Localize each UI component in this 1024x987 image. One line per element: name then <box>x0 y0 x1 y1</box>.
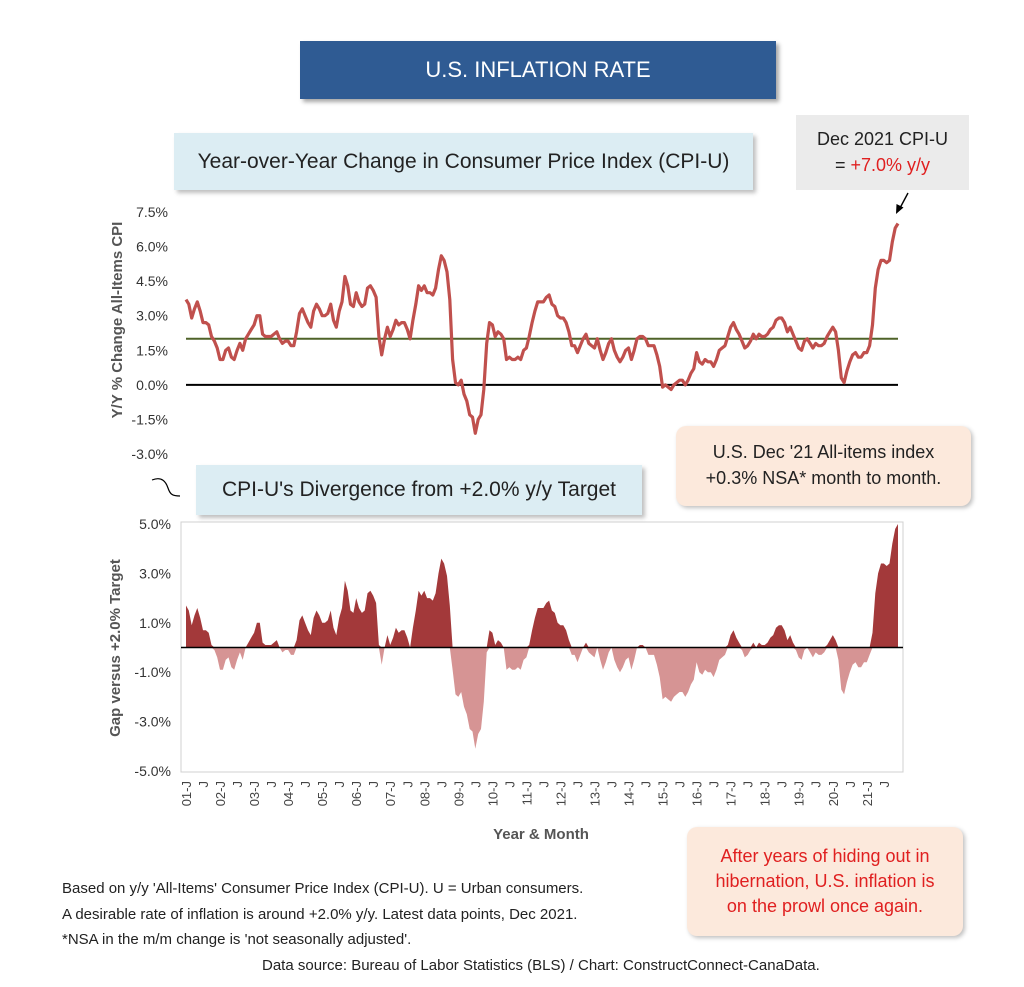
p1-ytick-label: 6.0% <box>136 239 168 255</box>
footnote-1: Based on y/y 'All-Items' Consumer Price … <box>62 880 584 897</box>
footnote-2: A desirable rate of inflation is around … <box>62 906 578 923</box>
x-tick-label: J <box>196 781 211 788</box>
x-tick-label: 16-J <box>690 781 705 806</box>
x-tick-label: J <box>707 781 722 788</box>
p1-ytick-label: -1.5% <box>131 411 168 427</box>
x-tick-label: 15-J <box>656 781 671 806</box>
x-tick-label: 02-J <box>213 781 228 806</box>
x-tick-label: J <box>332 781 347 788</box>
x-tick-label: 12-J <box>553 781 568 806</box>
x-tick-label: 14-J <box>622 781 637 806</box>
x-tick-label: 03-J <box>247 781 262 806</box>
x-tick-label: J <box>298 781 313 788</box>
p2-ytick-label: -3.0% <box>134 714 171 730</box>
x-axis-label: Year & Month <box>493 826 589 843</box>
panel2-title: CPI-U's Divergence from +2.0% y/y Target <box>221 478 617 501</box>
x-tick-label: J <box>605 781 620 788</box>
x-tick-label: J <box>775 781 790 788</box>
x-tick-label: 21-J <box>860 781 875 806</box>
x-tick-label: J <box>843 781 858 788</box>
x-tick-label: 06-J <box>349 781 364 806</box>
data-source: Data source: Bureau of Labor Statistics … <box>262 957 820 974</box>
callout-line2: = +7.0% y/y <box>796 152 969 178</box>
gap-positive-area <box>186 524 898 648</box>
panel1-title-box: Year-over-Year Change in Consumer Price … <box>174 133 753 190</box>
x-tick-label: 20-J <box>826 781 841 806</box>
note-prowl-line2: hibernation, U.S. inflation is <box>715 871 935 891</box>
x-tick-label: J <box>536 781 551 788</box>
x-tick-label: J <box>366 781 381 788</box>
p1-ytick-label: 1.5% <box>136 342 168 358</box>
x-tick-label: 07-J <box>383 781 398 806</box>
x-tick-label: 08-J <box>417 781 432 806</box>
p2-ytick-label: 1.0% <box>139 615 171 631</box>
chart-title-banner: U.S. INFLATION RATE <box>300 41 776 99</box>
callout-arrow-line <box>899 192 909 209</box>
p2-ytick-label: 5.0% <box>139 516 171 532</box>
axis-break-icon <box>151 478 181 497</box>
note-mm-line1: U.S. Dec '21 All-items index <box>712 442 935 462</box>
panel1-title: Year-over-Year Change in Consumer Price … <box>197 149 730 173</box>
p1-ytick-label: 7.5% <box>136 204 168 220</box>
prowl-note: After years of hiding out in hibernation… <box>687 827 963 936</box>
gap-negative-area <box>186 647 898 749</box>
chart-title: U.S. INFLATION RATE <box>425 57 651 82</box>
x-tick-label: 19-J <box>792 781 807 806</box>
callout-prefix: = <box>834 155 851 175</box>
x-tick-label: 09-J <box>451 781 466 806</box>
note-mm-line2: +0.3% NSA* month to month. <box>705 468 942 488</box>
monthly-change-note: U.S. Dec '21 All-items index +0.3% NSA* … <box>676 426 971 506</box>
x-tick-label: 04-J <box>281 781 296 806</box>
p1-ytick-label: -3.0% <box>131 446 168 462</box>
x-tick-label: 05-J <box>315 781 330 806</box>
callout-arrow-head <box>896 204 904 214</box>
p2-ytick-label: -5.0% <box>134 763 171 779</box>
callout-value: +7.0% y/y <box>850 155 931 175</box>
p1-ytick-label: 4.5% <box>136 273 168 289</box>
note-prowl-line1: After years of hiding out in <box>720 846 930 866</box>
x-tick-label: J <box>877 781 892 788</box>
p1-ytick-label: 0.0% <box>136 377 168 393</box>
x-tick-label: J <box>434 781 449 788</box>
x-tick-label: 01-J <box>179 781 194 806</box>
p1-ytick-label: 3.0% <box>136 308 168 324</box>
p2-ytick-label: 3.0% <box>139 565 171 581</box>
x-tick-label: J <box>809 781 824 788</box>
panel2-title-box: CPI-U's Divergence from +2.0% y/y Target <box>196 465 642 515</box>
x-tick-label: 13-J <box>588 781 603 806</box>
x-tick-label: J <box>639 781 654 788</box>
footnote-3: *NSA in the m/m change is 'not seasonall… <box>62 931 412 948</box>
note-prowl-line3: on the prowl once again. <box>726 896 924 916</box>
latest-value-callout: Dec 2021 CPI-U = +7.0% y/y <box>796 115 969 190</box>
x-tick-label: 10-J <box>485 781 500 806</box>
x-tick-label: J <box>230 781 245 788</box>
cpi-series-line <box>184 222 900 435</box>
p2-ylabel: Gap versus +2.0% Target <box>107 559 124 737</box>
x-tick-label: J <box>264 781 279 788</box>
x-tick-label: J <box>400 781 415 788</box>
callout-line1: Dec 2021 CPI-U <box>816 129 949 149</box>
x-tick-label: J <box>673 781 688 788</box>
x-tick-label: J <box>468 781 483 788</box>
x-tick-label: 17-J <box>724 781 739 806</box>
p1-ylabel: Y/Y % Change All-Items CPI <box>109 222 126 419</box>
x-tick-label: 11-J <box>519 781 534 805</box>
x-tick-label: J <box>571 781 586 788</box>
p2-ytick-label: -1.0% <box>134 664 171 680</box>
x-tick-label: J <box>741 781 756 788</box>
x-tick-label: 18-J <box>758 781 773 806</box>
x-tick-label: J <box>502 781 517 788</box>
